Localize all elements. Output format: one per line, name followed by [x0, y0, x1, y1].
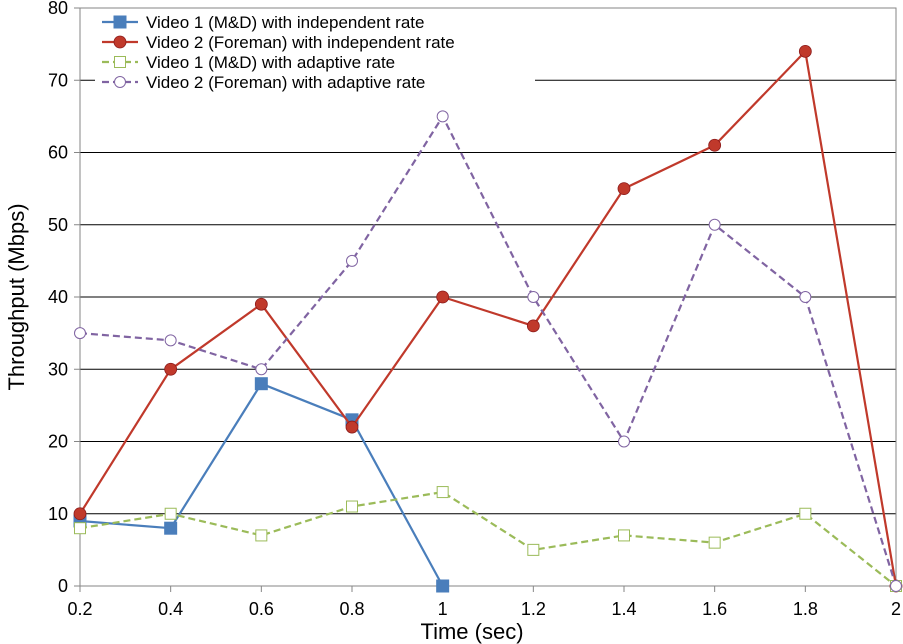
series-4-point — [74, 327, 86, 340]
series-3-point — [164, 507, 177, 520]
series-2-point — [798, 44, 812, 58]
series-3-point — [527, 543, 540, 556]
legend-label-4: Video 2 (Foreman) with adaptive rate — [146, 73, 425, 92]
y-tick-label: 30 — [48, 359, 68, 379]
x-tick-label: 0.8 — [339, 599, 364, 619]
x-tick-label: 1.6 — [702, 599, 727, 619]
series-4-point — [618, 435, 630, 448]
series-2-point — [164, 362, 178, 376]
legend: Video 1 (M&D) with independent rateVideo… — [95, 10, 535, 94]
series-4-point — [436, 110, 449, 123]
x-tick-label: 1.4 — [611, 599, 636, 619]
series-2-point — [73, 507, 87, 521]
series-2-point — [526, 319, 540, 333]
series-4-point — [346, 254, 358, 267]
x-axis-title: Time (sec) — [420, 619, 523, 644]
x-tick-label: 0.4 — [158, 599, 183, 619]
y-tick-label: 20 — [48, 432, 68, 452]
x-tick-label: 1.2 — [521, 599, 546, 619]
series-4 — [74, 110, 902, 592]
series-3-line — [79, 491, 897, 587]
series-4-point — [799, 291, 812, 303]
y-tick-label: 0 — [58, 576, 68, 596]
series-4-point — [890, 580, 902, 592]
series-1-point — [164, 521, 178, 535]
legend-label-1: Video 1 (M&D) with independent rate — [146, 13, 424, 32]
series-3-point — [618, 529, 630, 542]
x-tick-label: 1 — [438, 599, 448, 619]
legend-label-2: Video 2 (Foreman) with independent rate — [146, 33, 455, 52]
x-tick-label: 0.2 — [67, 599, 92, 619]
legend-marker-2 — [113, 35, 127, 49]
series-4-point — [527, 291, 540, 303]
series-4-line — [79, 115, 898, 587]
series-2-point — [345, 420, 359, 434]
series-4-point — [164, 334, 177, 347]
series-2-point — [617, 182, 631, 196]
series-2-point — [254, 297, 268, 311]
series-1-point — [254, 377, 268, 391]
legend-background — [95, 10, 535, 94]
y-tick-label: 80 — [48, 0, 68, 18]
series-3-point — [436, 486, 449, 499]
series-layer — [73, 44, 903, 593]
series-3-point — [74, 522, 86, 535]
x-tick-label: 0.6 — [249, 599, 274, 619]
series-4-point — [708, 218, 721, 231]
series-3-point — [799, 507, 812, 520]
y-tick-label: 50 — [48, 215, 68, 235]
y-tick-label: 10 — [48, 504, 68, 524]
x-axis-ticks: 0.2 0.4 0.6 0.8 1 1.2 1.4 1.6 1.8 2 — [67, 586, 901, 619]
legend-marker-3 — [114, 56, 126, 68]
y-tick-label: 40 — [48, 287, 68, 307]
series-4-point — [255, 363, 268, 376]
y-tick-label: 60 — [48, 143, 68, 163]
x-tick-label: 1.8 — [793, 599, 818, 619]
series-3-point — [708, 536, 721, 549]
series-2-point — [436, 290, 450, 304]
legend-marker-1 — [113, 15, 127, 29]
y-tick-label: 70 — [48, 70, 68, 90]
series-3-point — [255, 529, 268, 542]
series-1-point — [436, 579, 450, 593]
plot-area-border — [79, 7, 897, 587]
series-2-line — [79, 50, 898, 587]
series-3-point — [346, 500, 358, 513]
series-2-point — [708, 138, 722, 152]
legend-label-3: Video 1 (M&D) with adaptive rate — [146, 53, 395, 72]
x-tick-label: 2 — [891, 599, 901, 619]
y-axis-title: Throughput (Mbps) — [4, 203, 29, 390]
y-axis-ticks: 0 10 20 30 40 50 60 70 80 — [48, 0, 80, 596]
legend-marker-4 — [114, 76, 126, 88]
